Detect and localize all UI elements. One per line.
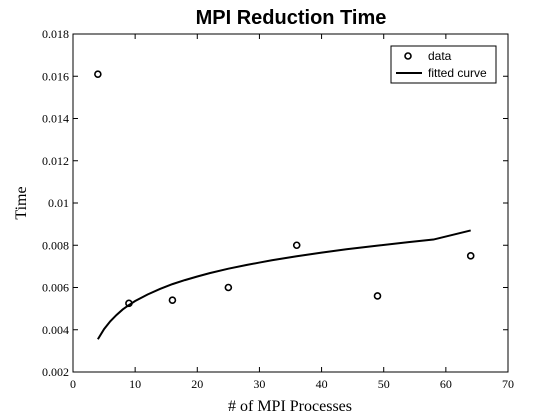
- x-tick-label: 60: [440, 377, 452, 391]
- x-tick-label: 10: [129, 377, 141, 391]
- x-tick-label: 50: [378, 377, 390, 391]
- x-tick-label: 0: [70, 377, 76, 391]
- x-tick-label: 20: [191, 377, 203, 391]
- y-tick-label: 0.006: [42, 281, 69, 295]
- legend-label-fitted-curve: fitted curve: [428, 66, 487, 80]
- y-axis-label: Time: [13, 186, 30, 219]
- y-tick-label: 0.014: [42, 112, 69, 126]
- y-tick-label: 0.01: [48, 196, 69, 210]
- plot-area: [73, 34, 508, 372]
- y-tick-label: 0.018: [42, 27, 69, 41]
- y-tick-label: 0.008: [42, 238, 69, 252]
- chart-title: MPI Reduction Time: [196, 7, 387, 29]
- y-tick-label: 0.016: [42, 69, 69, 83]
- x-tick-label: 40: [316, 377, 328, 391]
- y-tick-label: 0.012: [42, 154, 69, 168]
- y-tick-label: 0.002: [42, 365, 69, 379]
- y-tick-label: 0.004: [42, 323, 69, 337]
- x-tick-label: 70: [502, 377, 514, 391]
- legend: data fitted curve: [391, 46, 496, 83]
- legend-label-data: data: [428, 49, 452, 63]
- x-axis-label: # of MPI Processes: [228, 398, 352, 415]
- x-tick-label: 30: [253, 377, 265, 391]
